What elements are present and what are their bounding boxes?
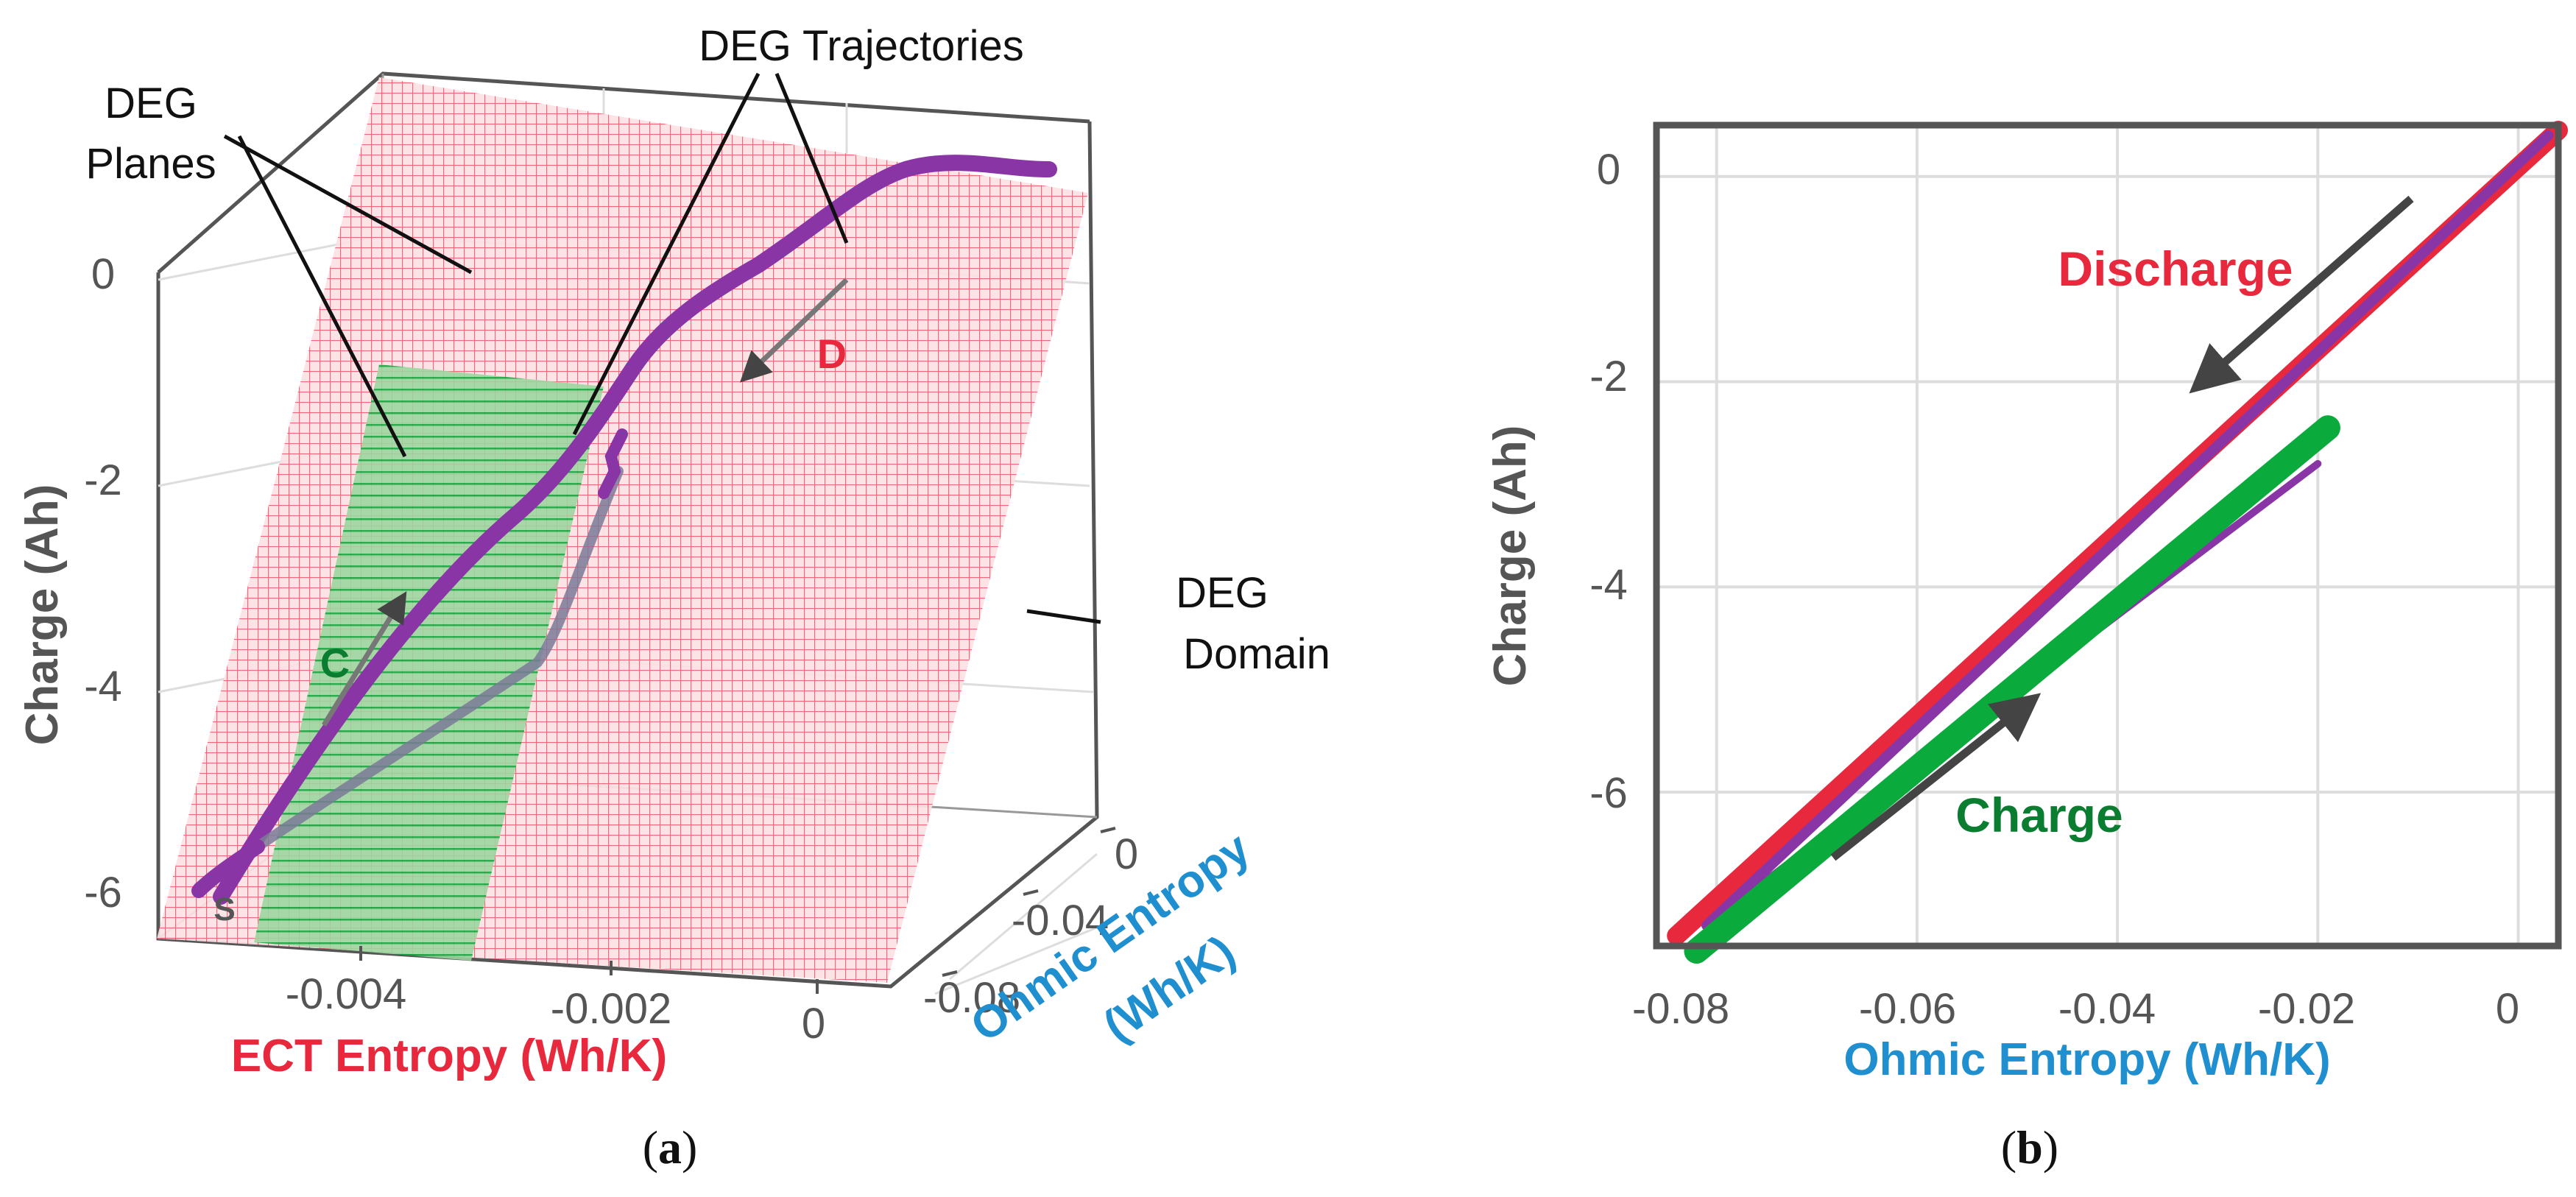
svg-text:0: 0 <box>1115 830 1138 878</box>
y-tick: 0 <box>1597 146 1620 194</box>
svg-text:-0.08: -0.08 <box>923 974 1020 1022</box>
y-axis-ticks-b: 0 -2 -4 -6 <box>1589 146 1628 817</box>
trajectory-charge-start <box>191 839 265 898</box>
series-trajectory-line <box>1701 130 2554 931</box>
plot-frame <box>1653 121 2562 950</box>
marker-c: C <box>320 640 350 686</box>
svg-text:-6: -6 <box>84 869 122 917</box>
svg-text:-0.004: -0.004 <box>286 970 406 1018</box>
x-tick: -0.06 <box>1859 985 1956 1033</box>
svg-text:-0.04: -0.04 <box>1012 897 1109 944</box>
y-axis-label-b: Charge (Ah) <box>1485 426 1536 687</box>
annotation-deg-planes-line1: DEG <box>105 80 197 127</box>
x-axis-ticks: -0.004 -0.002 0 <box>286 946 825 1048</box>
svg-text:-0.002: -0.002 <box>551 985 671 1033</box>
marker-d: D <box>817 331 847 377</box>
svg-text:-2: -2 <box>84 456 122 504</box>
discharge-label: Discharge <box>2058 241 2293 296</box>
trajectory-kink <box>598 428 628 499</box>
trajectory-discharge <box>213 155 1057 905</box>
annotation-deg-domain-line1: DEG <box>1176 569 1268 617</box>
x-tick: 0 <box>2496 985 2519 1033</box>
marker-s: S <box>214 891 235 928</box>
y-tick: -4 <box>1589 561 1628 609</box>
x-tick: -0.08 <box>1632 985 1729 1033</box>
annotation-deg-trajectories: DEG Trajectories <box>699 22 1024 70</box>
z-axis-label: Charge (Ah) <box>17 484 68 746</box>
x-axis-label-b: Ohmic Entropy (Wh/K) <box>1843 1034 2330 1085</box>
panel-a: DEG Planes DEG Trajectories DEG Domain D… <box>17 22 1330 1173</box>
svg-text:0: 0 <box>91 250 115 298</box>
y-tick: -2 <box>1589 353 1628 400</box>
x-tick: -0.02 <box>2258 985 2355 1033</box>
trajectory-drift <box>194 466 624 892</box>
svg-text:0: 0 <box>802 1000 825 1048</box>
caption-b: (b) <box>2001 1121 2058 1173</box>
arrow-right-icon <box>1830 693 2042 861</box>
series-charge-line <box>1684 415 2340 964</box>
svg-text:-4: -4 <box>84 663 122 710</box>
x-axis-ticks-b: -0.08 -0.06 -0.04 -0.02 0 <box>1632 985 2519 1033</box>
x-tick: -0.04 <box>2058 985 2156 1033</box>
annotation-deg-domain-line2: Domain <box>1183 630 1330 678</box>
y-axis-ticks: 0 -0.04 -0.08 <box>923 827 1138 1022</box>
annotation-deg-planes-line2: Planes <box>85 140 216 188</box>
x-axis-label: ECT Entropy (Wh/K) <box>231 1031 667 1081</box>
panel-b: -0.08 -0.06 -0.04 -0.02 0 0 -2 -4 -6 Cha… <box>1485 120 2568 1173</box>
leader-lines <box>223 72 1101 624</box>
y-tick: -6 <box>1589 769 1628 817</box>
z-axis-ticks: 0 -2 -4 -6 <box>84 250 122 917</box>
caption-a: (a) <box>643 1121 698 1173</box>
arrow-left-icon <box>2189 195 2414 394</box>
arrow-right-icon <box>322 591 407 727</box>
arrow-left-icon <box>739 278 849 383</box>
charge-label: Charge <box>1955 788 2122 842</box>
